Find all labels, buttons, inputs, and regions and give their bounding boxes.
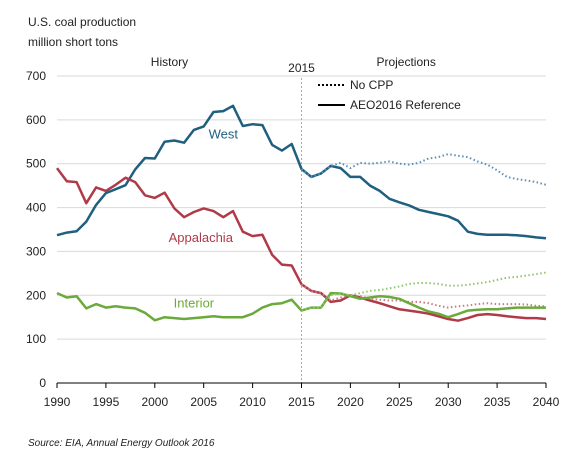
- series-line-appalachia-no-cpp: [300, 283, 547, 309]
- x-tick-label-1995: 1995: [93, 395, 120, 409]
- divider-year-label: 2015: [288, 61, 315, 75]
- legend-label-no-cpp: No CPP: [350, 78, 393, 92]
- series-label-interior: Interior: [174, 296, 215, 311]
- x-tick-label-2015: 2015: [288, 395, 315, 409]
- x-tick-label-2000: 2000: [141, 395, 168, 409]
- y-tick-label-200: 200: [26, 288, 46, 302]
- history-section-label: History: [151, 55, 188, 69]
- y-axis-tick-labels: 0 100 200 300 400 500 600 700: [26, 69, 46, 390]
- legend-label-reference: AEO2016 Reference: [350, 98, 461, 112]
- chart-subtitle: million short tons: [28, 35, 118, 49]
- series-line-west-no-cpp: [300, 153, 547, 186]
- x-tick-label-2035: 2035: [484, 395, 511, 409]
- source-note: Source: EIA, Annual Energy Outlook 2016: [28, 438, 215, 449]
- series-label-appalachia: Appalachia: [169, 230, 234, 245]
- series-line-interior-no-cpp: [301, 271, 547, 312]
- projections-section-label: Projections: [376, 55, 435, 69]
- x-tick-label-2020: 2020: [337, 395, 364, 409]
- y-tick-label-400: 400: [26, 201, 46, 215]
- y-tick-label-300: 300: [26, 244, 46, 258]
- y-tick-label-500: 500: [26, 157, 46, 171]
- x-tick-label-2040: 2040: [533, 395, 560, 409]
- chart-title: U.S. coal production: [28, 15, 136, 29]
- x-tick-label-2010: 2010: [239, 395, 266, 409]
- series-labels: West Appalachia Interior: [169, 127, 239, 311]
- legend: No CPP AEO2016 Reference: [318, 78, 461, 112]
- x-tick-label-1990: 1990: [44, 395, 71, 409]
- x-tick-label-2005: 2005: [190, 395, 217, 409]
- y-tick-label-600: 600: [26, 113, 46, 127]
- series-lines: [55, 104, 547, 322]
- y-tick-label-100: 100: [26, 332, 46, 346]
- series-label-west: West: [209, 127, 239, 142]
- y-tick-label-700: 700: [26, 69, 46, 83]
- y-tick-label-0: 0: [39, 376, 46, 390]
- x-tick-label-2030: 2030: [435, 395, 462, 409]
- x-axis-tick-labels: 1990 1995 2000 2005 2010 2015 2020 2025 2030 2035…: [44, 383, 560, 409]
- x-tick-label-2025: 2025: [386, 395, 413, 409]
